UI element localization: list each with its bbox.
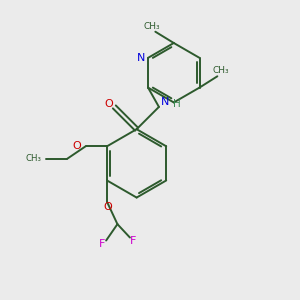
Text: CH₃: CH₃ bbox=[213, 66, 229, 75]
Text: O: O bbox=[72, 141, 81, 151]
Text: F: F bbox=[130, 236, 137, 246]
Text: N: N bbox=[137, 53, 146, 64]
Text: CH₃: CH₃ bbox=[25, 154, 41, 163]
Text: O: O bbox=[104, 99, 113, 109]
Text: CH₃: CH₃ bbox=[143, 22, 160, 31]
Text: O: O bbox=[103, 202, 112, 212]
Text: F: F bbox=[98, 239, 105, 249]
Text: N: N bbox=[160, 97, 169, 106]
Text: H: H bbox=[173, 99, 181, 109]
